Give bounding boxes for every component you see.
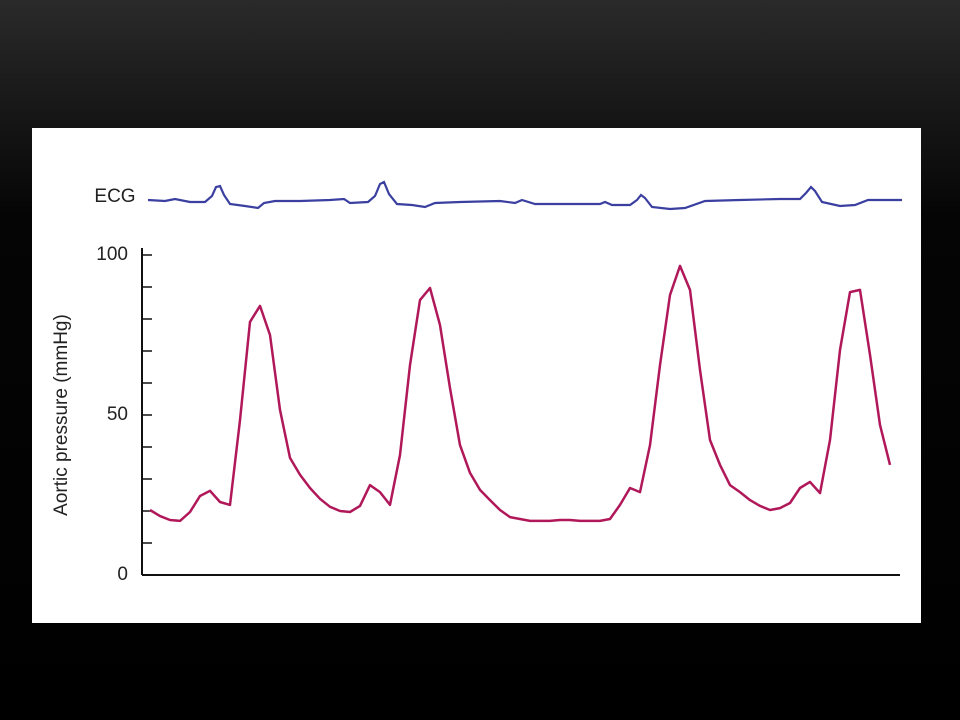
y-axis-title: Aortic pressure (mmHg): [51, 314, 72, 516]
y-tick-label: 0: [117, 564, 128, 585]
chart-panel: [32, 128, 921, 623]
pressure-line: [149, 264, 892, 523]
ecg-trace: [147, 180, 902, 211]
y-tick-label: 100: [96, 244, 128, 265]
y-tick-label: 50: [107, 404, 128, 425]
ecg-label: ECG: [94, 186, 135, 207]
